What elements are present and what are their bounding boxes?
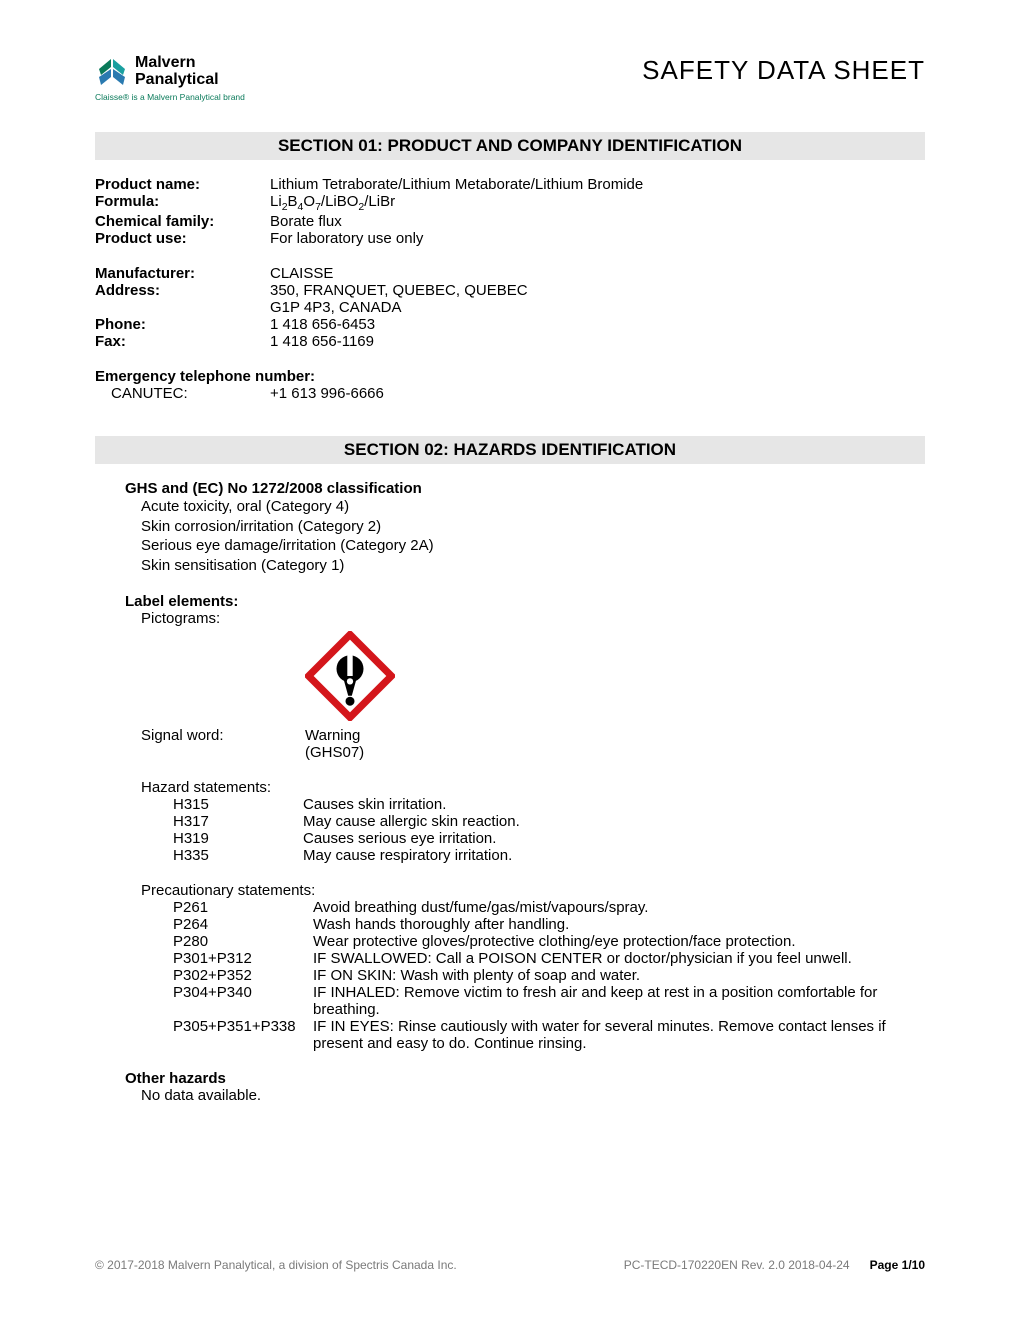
hazard-heading: Hazard statements:	[125, 779, 925, 796]
page-footer: © 2017-2018 Malvern Panalytical, a divis…	[95, 1258, 925, 1272]
canutec-label: CANUTEC:	[111, 385, 270, 402]
htext: May cause respiratory irritation.	[303, 847, 925, 864]
address-line2: G1P 4P3, CANADA	[270, 299, 401, 316]
phone-label: Phone:	[95, 316, 270, 333]
footer-docref: PC-TECD-170220EN Rev. 2.0 2018-04-24	[624, 1258, 850, 1272]
pcode: P301+P312	[173, 950, 313, 967]
signal-word-label: Signal word:	[141, 727, 305, 761]
precaution-heading: Precautionary statements:	[125, 882, 925, 899]
pcode: P280	[173, 933, 313, 950]
htext: Causes skin irritation.	[303, 796, 925, 813]
ghs-heading: GHS and (EC) No 1272/2008 classification	[125, 480, 925, 497]
ptext: Avoid breathing dust/fume/gas/mist/vapou…	[313, 899, 925, 916]
ptext: Wear protective gloves/protective clothi…	[313, 933, 925, 950]
address-line1: 350, FRANQUET, QUEBEC, QUEBEC	[270, 282, 528, 299]
section-02-header: SECTION 02: HAZARDS IDENTIFICATION	[95, 436, 925, 464]
chem-family-label: Chemical family:	[95, 213, 270, 230]
manufacturer-label: Manufacturer:	[95, 265, 270, 282]
ghs-item: Acute toxicity, oral (Category 4)	[141, 497, 925, 517]
logo-tagline: Claisse® is a Malvern Panalytical brand	[95, 92, 245, 102]
fax-label: Fax:	[95, 333, 270, 350]
htext: Causes serious eye irritation.	[303, 830, 925, 847]
hcode: H315	[173, 796, 303, 813]
pictogram-caption-1: Warning	[305, 727, 364, 744]
hcode: H317	[173, 813, 303, 830]
footer-page: Page 1/10	[870, 1258, 925, 1272]
ptext: IF ON SKIN: Wash with plenty of soap and…	[313, 967, 925, 984]
hcode: H319	[173, 830, 303, 847]
ghs07-pictogram-icon	[305, 631, 925, 725]
emergency-label: Emergency telephone number:	[95, 368, 925, 385]
ptext: IF SWALLOWED: Call a POISON CENTER or do…	[313, 950, 925, 967]
product-use-value: For laboratory use only	[270, 230, 423, 247]
ghs-item: Skin corrosion/irritation (Category 2)	[141, 517, 925, 537]
pcode: P304+P340	[173, 984, 313, 1018]
pcode: P261	[173, 899, 313, 916]
ghs-item: Serious eye damage/irritation (Category …	[141, 536, 925, 556]
ptext: Wash hands thoroughly after handling.	[313, 916, 925, 933]
logo-mark-icon	[95, 55, 129, 89]
formula-label: Formula:	[95, 193, 270, 213]
product-use-label: Product use:	[95, 230, 270, 247]
footer-copyright: © 2017-2018 Malvern Panalytical, a divis…	[95, 1258, 457, 1272]
pcode: P305+P351+P338	[173, 1018, 313, 1052]
product-name-label: Product name:	[95, 176, 270, 193]
logo-text-line1: Malvern	[135, 55, 219, 72]
manufacturer-value: CLAISSE	[270, 265, 333, 282]
ptext: IF INHALED: Remove victim to fresh air a…	[313, 984, 925, 1018]
pictograms-label: Pictograms:	[125, 610, 925, 627]
pictogram-caption-2: (GHS07)	[305, 744, 364, 761]
other-hazards-text: No data available.	[125, 1087, 925, 1104]
address-label: Address:	[95, 282, 270, 299]
fax-value: 1 418 656-1169	[270, 333, 374, 350]
logo-text-line2: Panalytical	[135, 72, 219, 89]
company-logo: Malvern Panalytical Claisse® is a Malver…	[95, 55, 245, 102]
pcode: P302+P352	[173, 967, 313, 984]
other-hazards-heading: Other hazards	[125, 1070, 925, 1087]
hcode: H335	[173, 847, 303, 864]
section-01-header: SECTION 01: PRODUCT AND COMPANY IDENTIFI…	[95, 132, 925, 160]
ptext: IF IN EYES: Rinse cautiously with water …	[313, 1018, 925, 1052]
product-name-value: Lithium Tetraborate/Lithium Metaborate/L…	[270, 176, 643, 193]
phone-value: 1 418 656-6453	[270, 316, 375, 333]
header: Malvern Panalytical Claisse® is a Malver…	[95, 55, 925, 102]
pcode: P264	[173, 916, 313, 933]
label-elements-heading: Label elements:	[125, 593, 925, 610]
canutec-phone: +1 613 996-6666	[270, 385, 384, 402]
htext: May cause allergic skin reaction.	[303, 813, 925, 830]
document-title: SAFETY DATA SHEET	[642, 55, 925, 86]
chem-family-value: Borate flux	[270, 213, 342, 230]
ghs-item: Skin sensitisation (Category 1)	[141, 556, 925, 576]
formula-value: Li2B4O7/LiBO2/LiBr	[270, 193, 395, 213]
